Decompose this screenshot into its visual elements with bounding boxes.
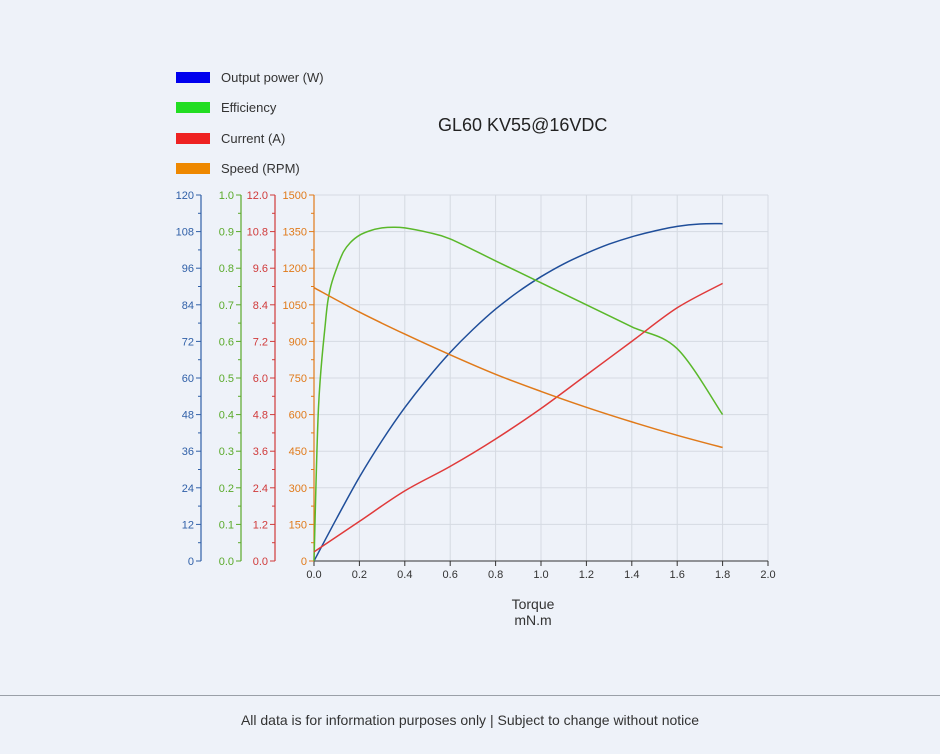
x-axis-label: Torque mN.m — [493, 596, 573, 628]
grid — [314, 194, 769, 561]
y-tick-label-power: 108 — [176, 227, 194, 239]
y-tick-label-current: 2.4 — [253, 483, 268, 495]
y-tick-label-power: 60 — [182, 373, 194, 385]
y-tick-label-power: 24 — [182, 483, 194, 495]
y-tick-label-speed: 750 — [289, 373, 307, 385]
y-tick-label-speed: 1350 — [283, 227, 307, 239]
x-axis-title: Torque — [511, 596, 555, 612]
y-tick-label-current: 8.4 — [253, 300, 268, 312]
y-tick-label-power: 120 — [176, 190, 194, 202]
legend: Output power (W) Efficiency Current (A) Spe… — [176, 62, 324, 184]
y-tick-label-efficiency: 0.4 — [219, 410, 234, 422]
y-tick-label-efficiency: 0.0 — [219, 556, 234, 568]
y-tick-label-current: 6.0 — [253, 373, 268, 385]
y-tick-label-power: 48 — [182, 410, 194, 422]
legend-label: Current (A) — [221, 130, 286, 146]
series-line-efficiency — [313, 226, 724, 562]
series-lines — [313, 222, 724, 562]
legend-item-efficiency: Efficiency — [176, 93, 324, 124]
y-tick-label-current: 10.8 — [247, 227, 268, 239]
y-tick-label-current: 1.2 — [253, 519, 268, 531]
y-tick-label-power: 72 — [182, 336, 194, 348]
legend-label: Speed (RPM) — [221, 161, 300, 177]
y-tick-label-speed: 900 — [289, 336, 307, 348]
x-axis-unit: mN.m — [514, 612, 552, 628]
y-tick-label-power: 12 — [182, 519, 194, 531]
legend-item-speed: Speed (RPM) — [176, 154, 324, 185]
x-tick-label: 1.6 — [670, 569, 685, 581]
footer-divider — [0, 695, 940, 696]
footer-disclaimer: All data is for information purposes onl… — [240, 712, 700, 728]
y-tick-label-speed: 450 — [289, 446, 307, 458]
series-line-power — [313, 222, 723, 562]
legend-swatch — [176, 163, 210, 175]
y-tick-label-efficiency: 0.8 — [219, 263, 234, 275]
y-tick-label-current: 12.0 — [247, 190, 268, 202]
y-tick-label-current: 9.6 — [253, 263, 268, 275]
x-tick-label: 1.4 — [624, 569, 639, 581]
y-tick-label-speed: 600 — [289, 410, 307, 422]
series-line-speed — [313, 287, 723, 449]
x-tick-label: 0.6 — [443, 569, 458, 581]
y-tick-label-current: 4.8 — [253, 410, 268, 422]
x-tick-label: 1.2 — [579, 569, 594, 581]
y-tick-label-speed: 1200 — [283, 263, 307, 275]
series-line-current — [313, 282, 723, 553]
y-tick-label-speed: 150 — [289, 519, 307, 531]
x-tick-label: 0.4 — [397, 569, 412, 581]
legend-swatch — [176, 71, 210, 83]
legend-item-current: Current (A) — [176, 123, 324, 154]
y-tick-label-efficiency: 0.6 — [219, 336, 234, 348]
legend-swatch — [176, 102, 210, 114]
y-tick-label-efficiency: 0.7 — [219, 300, 234, 312]
y-tick-label-current: 7.2 — [253, 336, 268, 348]
y-tick-label-efficiency: 0.3 — [219, 446, 234, 458]
y-tick-label-power: 96 — [182, 263, 194, 275]
x-tick-label: 1.8 — [715, 569, 730, 581]
y-tick-label-speed: 1050 — [283, 300, 307, 312]
legend-swatch — [176, 132, 210, 144]
legend-label: Efficiency — [221, 100, 277, 116]
y-tick-label-efficiency: 1.0 — [219, 190, 234, 202]
y-tick-label-current: 3.6 — [253, 446, 268, 458]
legend-label: Output power (W) — [221, 69, 324, 85]
y-tick-label-efficiency: 0.5 — [219, 373, 234, 385]
y-tick-label-speed: 1500 — [283, 190, 307, 202]
y-tick-label-current: 0.0 — [253, 556, 268, 568]
x-tick-label: 0.2 — [352, 569, 367, 581]
x-tick-label: 0.8 — [488, 569, 503, 581]
y-tick-label-efficiency: 0.1 — [219, 519, 234, 531]
y-tick-label-power: 0 — [188, 556, 194, 568]
x-tick-label: 1.0 — [533, 569, 548, 581]
y-tick-label-speed: 300 — [289, 483, 307, 495]
axes: 0.0 0.2 0.4 0.6 0.8 1.0 1.2 1.4 1.6 1.8 2.0 0 12 24 36… — [176, 190, 776, 581]
chart-title: GL60 KV55@16VDC — [438, 115, 608, 135]
y-tick-label-efficiency: 0.2 — [219, 483, 234, 495]
y-tick-label-efficiency: 0.9 — [219, 227, 234, 239]
x-tick-label: 0.0 — [306, 569, 321, 581]
y-tick-label-power: 84 — [182, 300, 194, 312]
legend-item-power: Output power (W) — [176, 62, 324, 93]
x-tick-label: 2.0 — [760, 569, 775, 581]
y-tick-label-power: 36 — [182, 446, 194, 458]
y-tick-label-speed: 0 — [301, 556, 307, 568]
